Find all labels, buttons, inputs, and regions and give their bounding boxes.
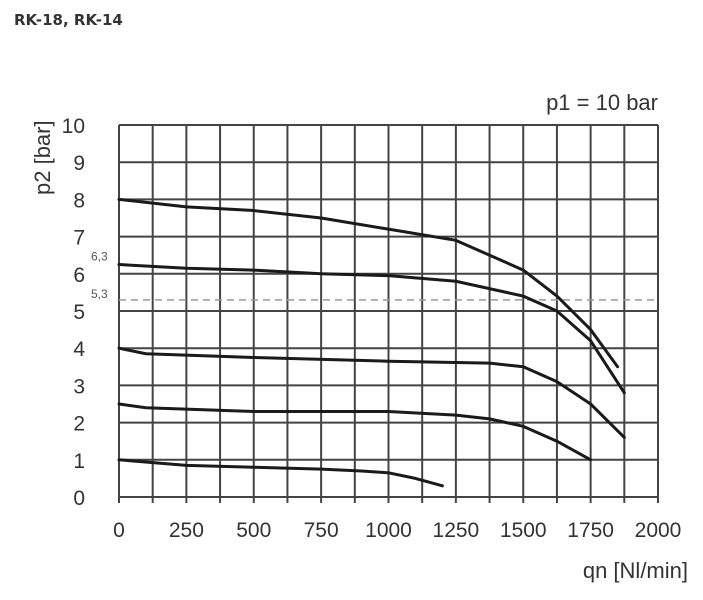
- y-tick-label: 2: [73, 413, 85, 436]
- x-tick-label: 1750: [567, 519, 614, 542]
- x-tick-label: 0: [113, 519, 125, 542]
- x-tick-label: 2000: [635, 519, 682, 542]
- y-tick-label: 9: [73, 152, 85, 175]
- reference-label: 6,3: [91, 250, 108, 264]
- y-tick-label: 6: [73, 264, 85, 287]
- series-line: [117, 346, 626, 439]
- series-line: [117, 197, 620, 369]
- x-axis-label: qn [Nl/min]: [583, 558, 688, 583]
- grid: [118, 124, 659, 503]
- y-tick-label: 8: [73, 189, 85, 212]
- x-tick-label: 1000: [365, 519, 412, 542]
- series-line: [117, 458, 444, 488]
- y-tick-label: 7: [73, 227, 85, 250]
- y-tick-label: 3: [73, 375, 85, 398]
- x-tick-label: 1250: [433, 519, 480, 542]
- x-tick-label: 1500: [500, 519, 547, 542]
- chart-heading: RK-18, RK-14: [14, 11, 123, 29]
- reference-lines: 6,3 5,3: [91, 250, 658, 301]
- x-tick-label: 750: [304, 519, 339, 542]
- series-line: [117, 263, 626, 395]
- y-tick-label: 0: [73, 487, 85, 510]
- y-axis-label: p2 [bar]: [30, 120, 55, 195]
- x-tick-label: 250: [169, 519, 204, 542]
- x-tick-labels: 0 250 500 750 1000 1250 1500 1750 2000: [113, 519, 681, 542]
- series-line: [117, 402, 593, 462]
- y-tick-label: 10: [62, 115, 85, 138]
- y-tick-label: 5: [73, 301, 85, 324]
- y-tick-labels: 0 1 2 3 4 5 6 7 8 9 10: [62, 115, 86, 510]
- p1-annotation: p1 = 10 bar: [546, 90, 658, 115]
- series-lines: [117, 197, 626, 488]
- reference-label: 5,3: [91, 287, 108, 301]
- y-tick-label: 4: [73, 338, 85, 361]
- x-tick-label: 500: [236, 519, 271, 542]
- y-tick-label: 1: [73, 450, 85, 473]
